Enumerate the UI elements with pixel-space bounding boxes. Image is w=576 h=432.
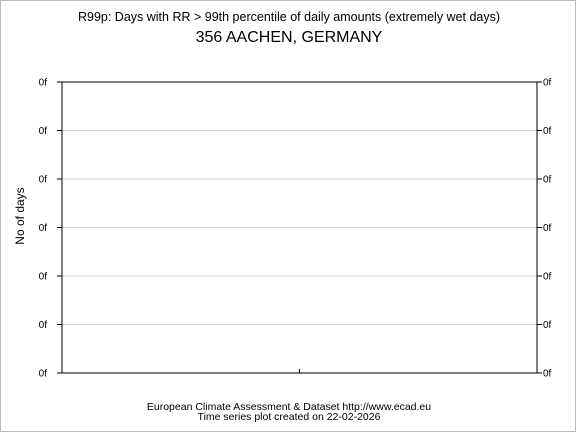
y-tick-label-left: 0f (39, 78, 48, 89)
y-tick-label-right: 0f (543, 223, 552, 234)
y-tick-label-right: 0f (543, 78, 552, 89)
y-tick-label-left: 0f (39, 126, 48, 137)
y-tick-label-right: 0f (543, 369, 552, 380)
y-tick-label-right: 0f (543, 175, 552, 186)
y-tick-label-left: 0f (39, 369, 48, 380)
y-tick-label-left: 0f (39, 223, 48, 234)
y-tick-label-right: 0f (543, 320, 552, 331)
y-tick-label-left: 0f (39, 272, 48, 283)
y-tick-label-right: 0f (543, 126, 552, 137)
y-tick-label-left: 0f (39, 320, 48, 331)
footer-created: Time series plot created on 22-02-2026 (197, 411, 381, 423)
y-tick-label-left: 0f (39, 175, 48, 186)
footer-source: European Climate Assessment & Dataset ht… (146, 401, 432, 413)
y-tick-label-right: 0f (543, 272, 552, 283)
chart-subtitle: 356 AACHEN, GERMANY (195, 29, 383, 46)
chart-title: R99p: Days with RR > 99th percentile of … (77, 10, 501, 24)
